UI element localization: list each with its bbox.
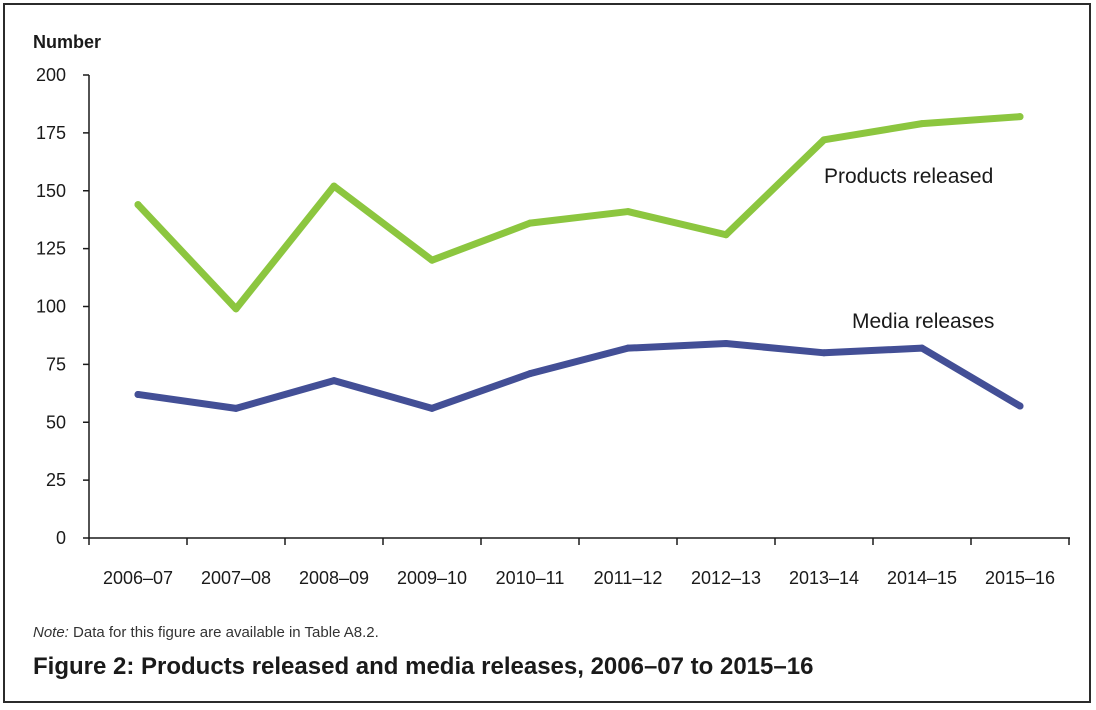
x-tick-label: 2015–16 xyxy=(985,568,1055,588)
data-point xyxy=(134,390,142,398)
series-label-products: Products released xyxy=(824,165,993,188)
data-point xyxy=(526,219,534,227)
x-tick-label: 2007–08 xyxy=(201,568,271,588)
y-tick-label: 50 xyxy=(46,412,66,432)
data-point xyxy=(820,349,828,357)
note-prefix: Note: xyxy=(33,624,69,641)
data-point xyxy=(624,208,632,216)
series-line-products-released xyxy=(134,113,1024,313)
y-tick-label: 125 xyxy=(36,239,66,259)
data-point xyxy=(1016,402,1024,410)
x-tick-label: 2014–15 xyxy=(887,568,957,588)
x-tick-label: 2009–10 xyxy=(397,568,467,588)
y-tick-label: 0 xyxy=(56,528,66,548)
figure-title: Figure 2: Products released and media re… xyxy=(33,653,814,680)
data-point xyxy=(232,305,240,313)
y-tick-label: 175 xyxy=(36,123,66,143)
y-tick-label: 200 xyxy=(36,65,66,85)
data-point xyxy=(918,344,926,352)
x-tick-label: 2008–09 xyxy=(299,568,369,588)
x-tick-label: 2006–07 xyxy=(103,568,173,588)
data-point xyxy=(722,340,730,348)
y-tick-label: 25 xyxy=(46,470,66,490)
data-point xyxy=(1016,113,1024,121)
data-point xyxy=(134,201,142,209)
figure-note: Note: Data for this figure are available… xyxy=(33,624,379,641)
y-tick-label: 100 xyxy=(36,297,66,317)
x-ticks: 2006–07 2007–08 2008–09 2009–10 2010–11 2011–… xyxy=(88,538,1070,588)
data-point xyxy=(918,120,926,128)
x-tick-label: 2010–11 xyxy=(496,568,565,588)
x-tick-label: 2012–13 xyxy=(691,568,761,588)
data-point xyxy=(820,136,828,144)
data-point xyxy=(428,404,436,412)
y-axis-title: Number xyxy=(33,32,101,52)
y-tick-label: 75 xyxy=(46,354,66,374)
data-point xyxy=(722,231,730,239)
data-point xyxy=(330,182,338,190)
data-point xyxy=(232,404,240,412)
figure-frame xyxy=(3,3,1091,703)
series-lines xyxy=(134,113,1024,412)
series-line-media-releases xyxy=(134,340,1024,412)
note-text: Data for this figure are available in Ta… xyxy=(68,624,379,641)
x-tick-label: 2013–14 xyxy=(789,568,859,588)
data-point xyxy=(624,344,632,352)
y-tick-label: 150 xyxy=(36,181,66,201)
series-label-media: Media releases xyxy=(852,310,994,333)
y-ticks: 0 25 50 75 100 125 150 175 200 xyxy=(36,65,89,548)
data-point xyxy=(526,370,534,378)
data-point xyxy=(330,377,338,385)
data-point xyxy=(428,256,436,264)
x-tick-label: 2011–12 xyxy=(594,568,663,588)
